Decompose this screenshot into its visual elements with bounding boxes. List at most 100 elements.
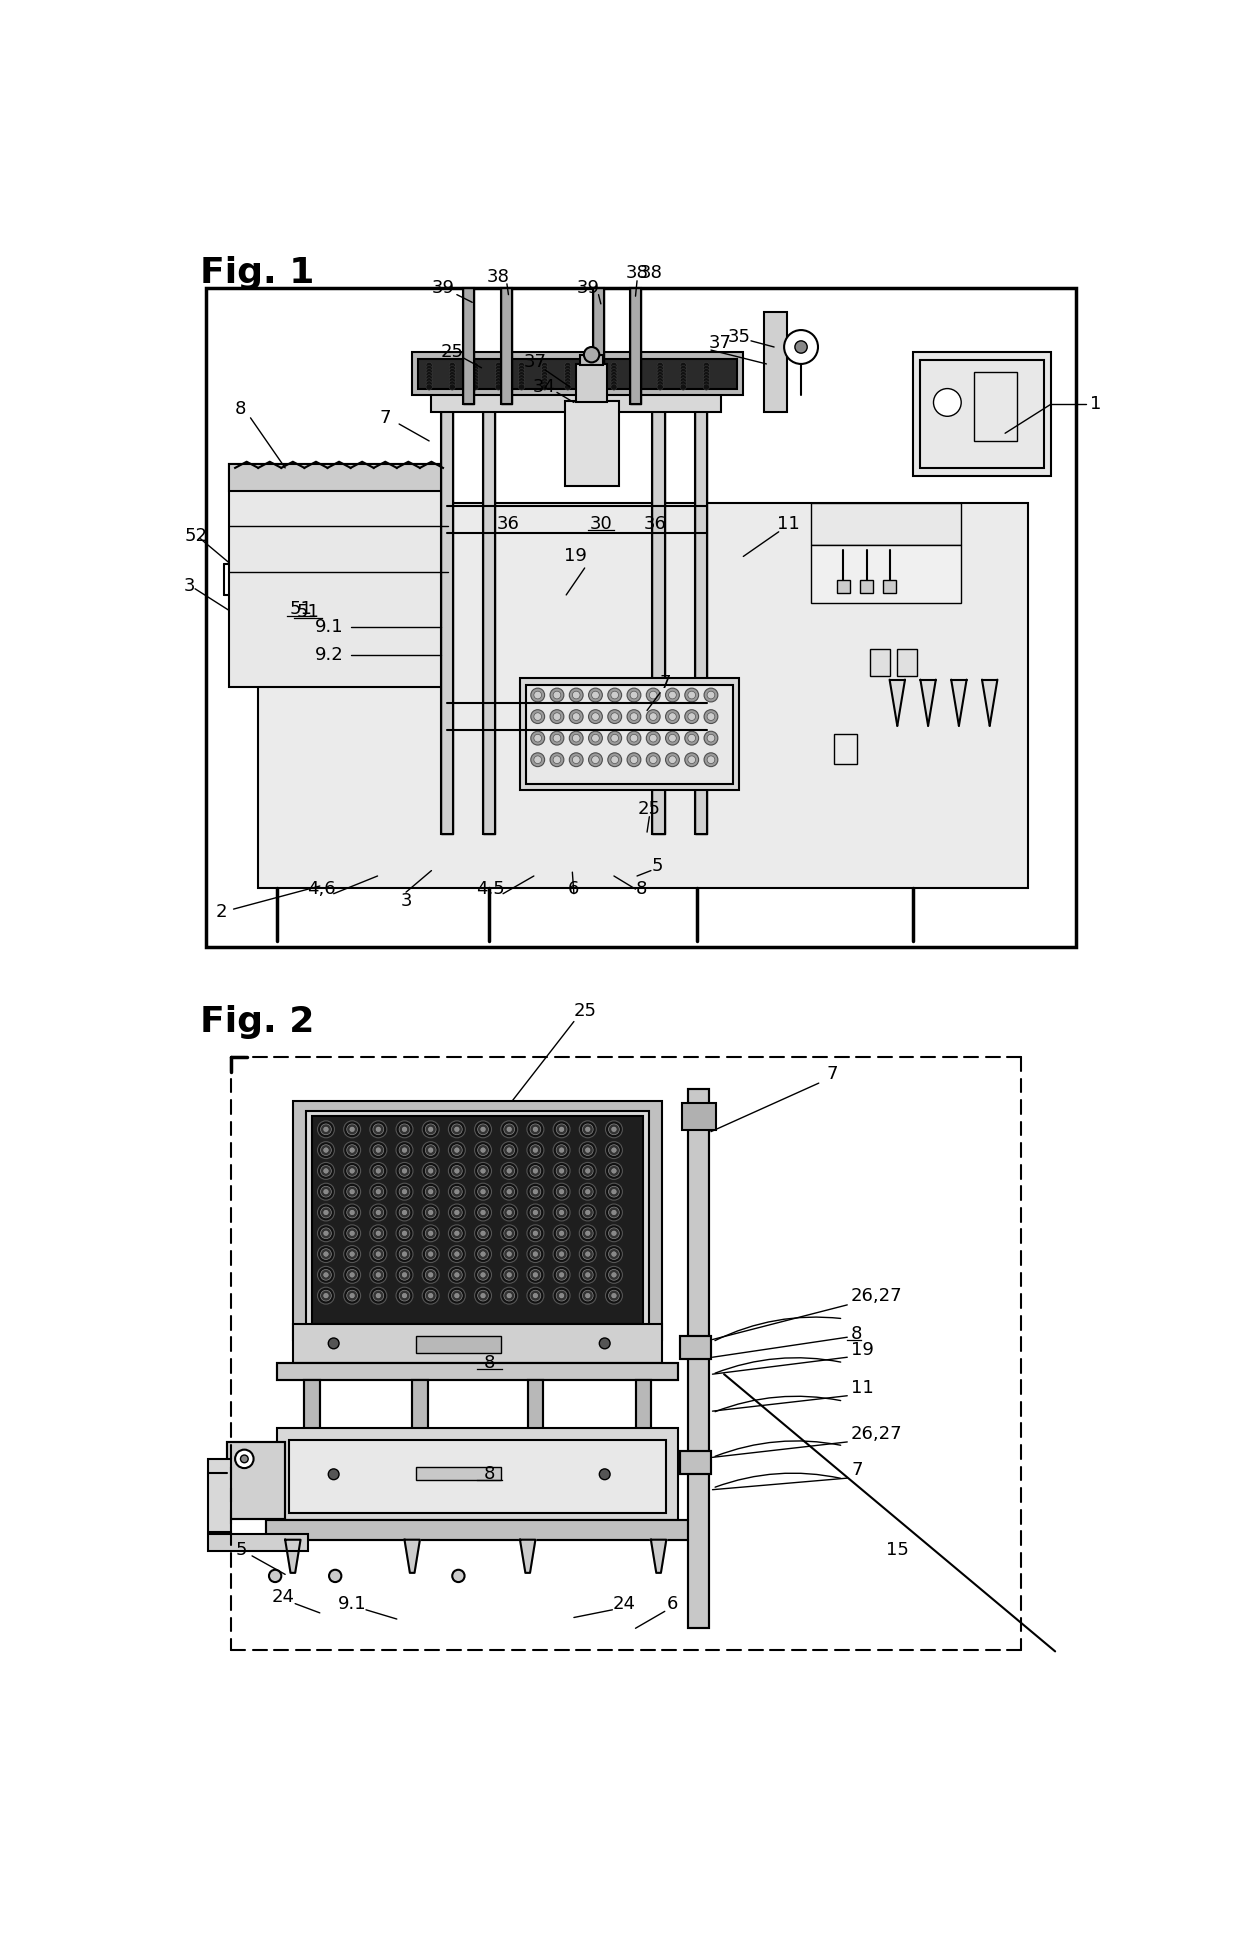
- Circle shape: [477, 1227, 489, 1239]
- Circle shape: [451, 1289, 463, 1301]
- Circle shape: [399, 1144, 410, 1155]
- Circle shape: [557, 1187, 567, 1196]
- Circle shape: [681, 379, 686, 385]
- Circle shape: [472, 385, 479, 390]
- Circle shape: [611, 1189, 616, 1194]
- Circle shape: [455, 1148, 459, 1152]
- Bar: [681, 1336, 711, 1359]
- Circle shape: [507, 1293, 512, 1297]
- Circle shape: [650, 734, 657, 742]
- Circle shape: [507, 1189, 512, 1194]
- Circle shape: [559, 1169, 564, 1173]
- Circle shape: [688, 755, 696, 763]
- Bar: [412, 1379, 428, 1491]
- Circle shape: [585, 1148, 590, 1152]
- Circle shape: [449, 1225, 465, 1241]
- Bar: [312, 1117, 644, 1324]
- Circle shape: [329, 1468, 339, 1480]
- Bar: [229, 464, 449, 687]
- Circle shape: [481, 1169, 485, 1173]
- Circle shape: [503, 1165, 515, 1177]
- Circle shape: [321, 1249, 331, 1260]
- Text: 8: 8: [484, 1354, 495, 1371]
- Circle shape: [472, 375, 479, 381]
- Circle shape: [707, 691, 714, 699]
- Circle shape: [347, 1187, 357, 1196]
- Circle shape: [376, 1231, 381, 1235]
- Circle shape: [611, 363, 618, 369]
- Circle shape: [399, 1249, 410, 1260]
- Circle shape: [564, 385, 570, 390]
- Circle shape: [475, 1204, 491, 1222]
- Circle shape: [542, 371, 548, 379]
- Circle shape: [605, 1204, 622, 1222]
- Bar: [975, 371, 1017, 441]
- Circle shape: [507, 1253, 512, 1256]
- Circle shape: [324, 1169, 329, 1173]
- Circle shape: [495, 363, 501, 369]
- Circle shape: [650, 755, 657, 763]
- Bar: [418, 359, 737, 388]
- Circle shape: [681, 365, 686, 371]
- Circle shape: [495, 369, 501, 375]
- Bar: [635, 1379, 651, 1491]
- Circle shape: [529, 1124, 541, 1134]
- Circle shape: [329, 1338, 339, 1350]
- Circle shape: [477, 1289, 489, 1301]
- Circle shape: [688, 691, 696, 699]
- Bar: [580, 355, 603, 365]
- Circle shape: [605, 1225, 622, 1241]
- Circle shape: [449, 385, 455, 390]
- Bar: [682, 1103, 715, 1130]
- Circle shape: [422, 1204, 439, 1222]
- Circle shape: [646, 687, 660, 701]
- Circle shape: [503, 1187, 515, 1196]
- Bar: [681, 1451, 711, 1474]
- Circle shape: [551, 753, 564, 767]
- Circle shape: [428, 1189, 433, 1194]
- Circle shape: [934, 388, 961, 416]
- Circle shape: [605, 1245, 622, 1262]
- Circle shape: [503, 1289, 515, 1301]
- Text: 39: 39: [432, 280, 455, 297]
- Bar: [913, 352, 1052, 476]
- Bar: [501, 289, 512, 404]
- Circle shape: [707, 755, 714, 763]
- Circle shape: [402, 1293, 407, 1297]
- Circle shape: [402, 1126, 407, 1132]
- Circle shape: [531, 687, 544, 701]
- Circle shape: [657, 385, 663, 390]
- Circle shape: [605, 1142, 622, 1159]
- Circle shape: [347, 1249, 357, 1260]
- Circle shape: [579, 1163, 596, 1179]
- Circle shape: [350, 1272, 355, 1278]
- Circle shape: [646, 753, 660, 767]
- Circle shape: [455, 1210, 459, 1216]
- Circle shape: [501, 1142, 517, 1159]
- Circle shape: [350, 1169, 355, 1173]
- Bar: [463, 289, 474, 404]
- Circle shape: [427, 369, 433, 375]
- Circle shape: [422, 1142, 439, 1159]
- Circle shape: [425, 1124, 436, 1134]
- Circle shape: [579, 1288, 596, 1305]
- Circle shape: [472, 379, 479, 385]
- Circle shape: [666, 687, 680, 701]
- Circle shape: [396, 1245, 413, 1262]
- Bar: [835, 734, 857, 765]
- Circle shape: [324, 1231, 329, 1235]
- Circle shape: [329, 1569, 341, 1583]
- Circle shape: [579, 1266, 596, 1284]
- Circle shape: [527, 1163, 544, 1179]
- Text: 38: 38: [626, 264, 649, 282]
- Text: 5: 5: [651, 856, 663, 876]
- Circle shape: [703, 363, 709, 369]
- Circle shape: [527, 1121, 544, 1138]
- Text: Fig. 1: Fig. 1: [201, 256, 315, 289]
- Circle shape: [507, 1210, 512, 1216]
- Circle shape: [557, 1208, 567, 1218]
- Circle shape: [599, 1468, 610, 1480]
- Circle shape: [449, 369, 455, 375]
- Text: 34: 34: [533, 379, 556, 396]
- Circle shape: [704, 687, 718, 701]
